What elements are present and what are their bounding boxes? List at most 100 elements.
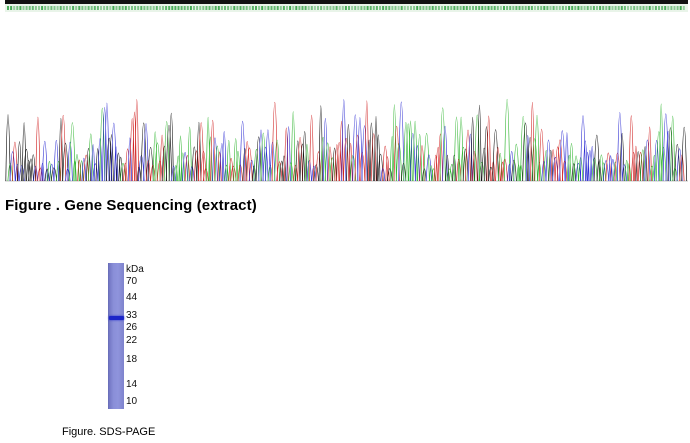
chromatogram-peak — [382, 145, 389, 182]
base-call-letter — [599, 6, 602, 10]
base-call-letter — [518, 6, 521, 10]
chromatogram-peak — [386, 168, 393, 182]
chromatogram-peak — [295, 140, 301, 182]
chromatogram-peak — [143, 123, 149, 182]
chromatogram-peak — [286, 126, 291, 182]
chromatogram-peak — [359, 152, 366, 182]
chromatogram-peak — [293, 164, 298, 182]
chromatogram-peak — [467, 133, 473, 182]
base-call-letter — [534, 6, 536, 10]
base-call-letter — [555, 6, 558, 10]
chromatogram-peak — [520, 115, 527, 182]
chromatogram-peak — [198, 122, 205, 182]
base-call-letter — [131, 6, 133, 10]
chromatogram-peak — [140, 122, 147, 182]
base-call-letter — [152, 6, 155, 10]
base-call-letter — [59, 6, 62, 10]
base-call-letter — [127, 6, 130, 10]
base-call-letter — [648, 6, 651, 10]
base-call-letter — [410, 6, 412, 10]
base-call-letter — [586, 6, 589, 10]
chromatogram-peak — [352, 114, 359, 182]
chromatogram-peak — [497, 153, 503, 182]
chromatogram-peak — [53, 140, 59, 182]
base-call-letter — [261, 6, 264, 10]
base-call-letter — [515, 6, 518, 10]
protein-band — [109, 316, 124, 320]
chromatogram-peak — [180, 152, 186, 182]
chromatogram-peak — [173, 165, 178, 182]
base-call-letter — [462, 6, 465, 10]
chromatogram-peak — [653, 140, 660, 182]
base-call-letter — [673, 6, 676, 10]
base-call-letter — [41, 6, 44, 10]
chromatogram-peak — [389, 136, 395, 182]
chromatogram-peak — [60, 115, 67, 182]
chromatogram-peak — [104, 102, 110, 182]
base-call-letter — [286, 6, 288, 10]
chromatogram-peak — [50, 167, 58, 182]
base-call-letter — [608, 6, 611, 10]
base-call-letter — [592, 6, 595, 10]
chromatogram-peak — [119, 163, 127, 182]
base-call-letter — [441, 6, 443, 10]
chromatogram-peak — [191, 146, 198, 182]
base-call-letter — [453, 6, 456, 10]
chromatogram-peak — [628, 115, 634, 182]
chromatogram-peak — [392, 104, 397, 182]
base-call-letter — [614, 6, 617, 10]
base-call-letter — [217, 6, 220, 10]
base-call-letter — [580, 6, 583, 10]
chromatogram-peak — [258, 129, 264, 182]
marker-label: 44 — [126, 292, 138, 303]
base-call-letter — [670, 6, 673, 10]
base-call-letter — [304, 6, 307, 10]
chromatogram-peak — [99, 107, 106, 182]
chromatogram-peak — [446, 168, 453, 182]
base-call-letter — [96, 6, 99, 10]
chromatogram-peak — [26, 160, 32, 182]
chromatogram-peak — [541, 161, 547, 182]
chromatogram-peak — [633, 145, 638, 182]
chromatogram-peak — [534, 114, 540, 182]
base-call-letter — [375, 6, 378, 10]
base-call-letter — [394, 6, 397, 10]
base-call-letter — [642, 6, 645, 10]
base-call-letter — [109, 6, 112, 10]
chromatogram-peak — [474, 114, 481, 182]
chromatogram-peak — [175, 155, 181, 182]
chromatogram-peak — [429, 165, 434, 182]
base-call-letter — [81, 6, 84, 10]
chromatogram-peak — [465, 129, 471, 182]
chromatogram-peak — [178, 135, 183, 182]
chromatogram-peak — [134, 99, 139, 182]
chromatogram-peak — [334, 144, 340, 182]
base-call-letter — [338, 6, 341, 10]
chromatogram-peak — [83, 154, 90, 182]
base-call-letter — [633, 6, 636, 10]
base-call-letter — [44, 6, 47, 10]
base-call-letter — [537, 6, 540, 10]
chromatogram-peak — [662, 113, 669, 182]
chromatogram-peak — [516, 164, 521, 182]
chromatogram-peak — [610, 159, 616, 182]
chromatogram-peak — [667, 127, 674, 182]
base-call-letter — [369, 6, 372, 10]
chromatogram-peak — [21, 122, 27, 182]
base-call-letter — [400, 6, 403, 10]
chromatogram-peak — [306, 160, 312, 182]
chromatogram-peak — [348, 143, 353, 182]
base-call-letter — [475, 6, 478, 10]
chromatogram-peak — [5, 114, 11, 182]
base-call-letter — [341, 6, 344, 10]
chromatogram-peak — [184, 155, 191, 182]
base-call-letter — [664, 6, 667, 10]
chromatogram-peak — [281, 155, 287, 182]
base-call-letter — [413, 6, 416, 10]
base-call-letter — [174, 6, 177, 10]
chromatogram-peak — [649, 165, 655, 182]
chromatogram-peak — [596, 159, 602, 182]
base-call-letter — [558, 6, 561, 10]
base-call-letter — [13, 6, 16, 10]
base-call-letter — [202, 6, 205, 10]
